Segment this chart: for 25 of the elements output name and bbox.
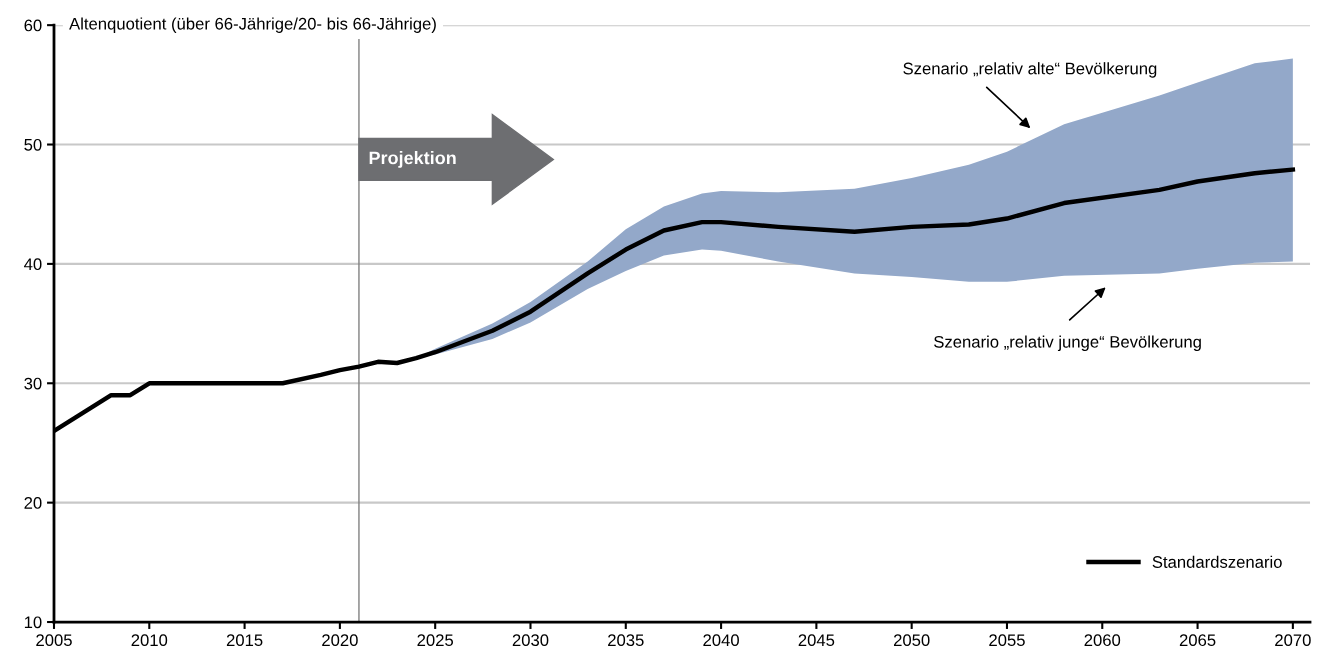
x-tick-label: 2040 bbox=[703, 634, 739, 647]
x-tick-label: 2035 bbox=[608, 634, 644, 647]
y-tick-label: 10 bbox=[24, 616, 42, 629]
y-tick-label: 50 bbox=[24, 138, 42, 151]
x-tick-label: 2030 bbox=[512, 634, 549, 647]
x-tick-label: 2045 bbox=[798, 634, 835, 647]
y-axis-title: Altenquotient (über 66-Jährige/20- bis 66-Jährige) bbox=[69, 17, 436, 33]
annotation: Szenario „relativ junge“ Bevölkerung bbox=[934, 335, 1201, 352]
y-tick-label: 30 bbox=[24, 377, 42, 390]
x-tick-label: 2055 bbox=[989, 634, 1025, 647]
x-tick-label: 2065 bbox=[1179, 634, 1216, 647]
x-tick-label: 2020 bbox=[322, 634, 358, 647]
y-tick-label: 60 bbox=[24, 19, 42, 32]
x-tick-label: 2015 bbox=[226, 634, 263, 647]
y-tick-label: 20 bbox=[24, 497, 42, 509]
annotation: Szenario „relativ alte“ Bevölkerung bbox=[903, 62, 1157, 78]
x-tick-label: 2050 bbox=[893, 634, 930, 647]
annotation: Projektion bbox=[369, 151, 456, 168]
x-tick-label: 2005 bbox=[36, 634, 72, 647]
x-tick-label: 2010 bbox=[131, 634, 168, 647]
legend-label: Standardszenario bbox=[1152, 555, 1282, 568]
y-tick-label: 40 bbox=[24, 258, 42, 271]
x-tick-label: 2070 bbox=[1275, 634, 1311, 647]
x-tick-label: 2025 bbox=[417, 634, 454, 647]
x-tick-label: 2060 bbox=[1084, 634, 1121, 647]
